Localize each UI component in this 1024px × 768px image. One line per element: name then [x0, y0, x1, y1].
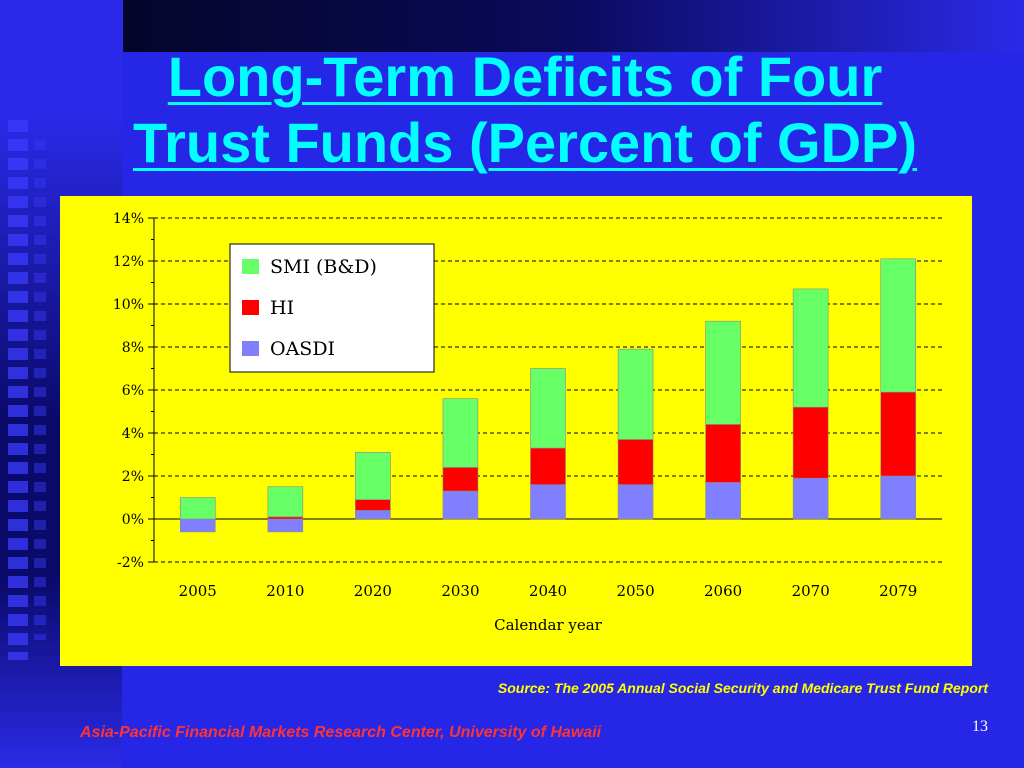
bar-oasdi-2079	[880, 475, 917, 520]
bar-smi-b-d--2010	[267, 486, 304, 518]
bar-smi-b-d--2079	[880, 258, 917, 393]
x-tick-label: 2010	[266, 582, 304, 600]
left-decor-squares	[8, 120, 28, 660]
legend-swatch	[242, 259, 259, 274]
x-axis-label: Calendar year	[494, 616, 603, 634]
x-tick-label: 2040	[529, 582, 567, 600]
bar-oasdi-2005	[179, 518, 216, 533]
legend-label: OASDI	[270, 338, 335, 360]
x-tick-label: 2079	[879, 582, 917, 600]
slide-title-line-1: Long-Term Deficits of Four	[167, 45, 883, 108]
bar-hi-2010	[267, 516, 304, 520]
legend-swatch	[242, 341, 259, 356]
bar-oasdi-2020	[355, 510, 391, 520]
bar-smi-b-d--2020	[355, 452, 391, 500]
bar-hi-2070	[792, 406, 829, 479]
legend-label: HI	[270, 297, 294, 319]
bar-oasdi-2060	[705, 482, 741, 520]
x-tick-label: 2070	[792, 582, 830, 600]
footer-text: Asia-Pacific Financial Markets Research …	[80, 724, 602, 741]
y-tick-label: 6%	[122, 383, 144, 399]
bar-oasdi-2030	[442, 490, 479, 520]
y-tick-label: 12%	[113, 254, 144, 270]
x-tick-label: 2020	[354, 582, 392, 600]
bar-hi-2060	[705, 424, 741, 483]
slide-title-line-2: Trust Funds (Percent of GDP)	[132, 111, 918, 174]
chart-panel: -2% 0% 2% 4% 6% 8% 10% 12% 14% 2005 2010 2020 2030 20…	[60, 196, 972, 666]
y-tick-label: 10%	[113, 297, 144, 313]
bar-oasdi-2010	[267, 518, 304, 533]
y-tick-label: 14%	[113, 211, 144, 227]
bar-smi-b-d--2040	[530, 368, 566, 449]
bar-smi-b-d--2005	[179, 497, 216, 520]
stacked-bar-chart: -2% 0% 2% 4% 6% 8% 10% 12% 14% 2005 2010 2020 2030 20…	[113, 211, 942, 634]
bar-oasdi-2050	[617, 484, 654, 520]
bar-hi-2030	[442, 467, 479, 492]
x-tick-label: 2005	[179, 582, 217, 600]
y-tick-label: 4%	[122, 426, 144, 442]
legend-swatch	[242, 300, 259, 315]
page-number: 13	[972, 718, 988, 735]
bar-hi-2020	[355, 499, 391, 511]
bar-oasdi-2040	[530, 484, 566, 520]
x-tick-label: 2030	[441, 582, 479, 600]
bar-smi-b-d--2070	[792, 288, 829, 408]
x-tick-label: 2060	[704, 582, 742, 600]
top-band	[0, 0, 1024, 52]
legend-label: SMI (B&D)	[270, 256, 377, 278]
source-note: Source: The 2005 Annual Social Security …	[497, 680, 988, 696]
bar-oasdi-2070	[792, 477, 829, 520]
bar-hi-2040	[530, 447, 566, 485]
y-tick-label: -2%	[117, 555, 144, 571]
x-tick-label: 2050	[616, 582, 654, 600]
left-decor-squares-inner	[34, 140, 46, 640]
bar-hi-2079	[880, 391, 917, 477]
legend-box	[229, 243, 435, 373]
bar-smi-b-d--2030	[442, 398, 479, 468]
bar-smi-b-d--2050	[617, 348, 654, 440]
bar-smi-b-d--2060	[705, 320, 741, 425]
bar-hi-2050	[617, 439, 654, 485]
y-tick-label: 2%	[122, 469, 144, 485]
y-tick-label: 0%	[122, 512, 144, 528]
y-tick-label: 8%	[122, 340, 144, 356]
slide-title: Long-Term Deficits of Four Trust Funds (…	[80, 44, 970, 176]
